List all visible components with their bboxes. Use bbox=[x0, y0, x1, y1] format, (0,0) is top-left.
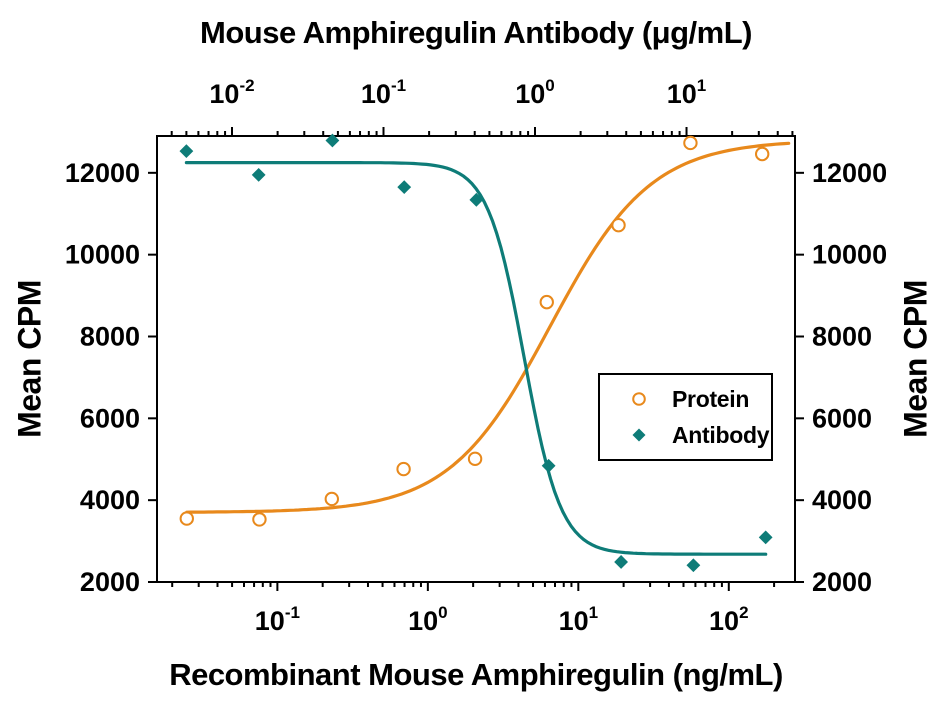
axis-tick-labels: 10-1 100 101 102 10-2 10-1 100 101 2000 2000 4000 4… bbox=[65, 76, 887, 636]
protein-data-point bbox=[179, 511, 194, 526]
right-tick-label: 12000 bbox=[812, 158, 887, 188]
top-tick-label: 101 bbox=[667, 76, 707, 109]
x-axis-title-bottom: Recombinant Mouse Amphiregulin (ng/mL) bbox=[169, 657, 783, 692]
left-tick-label: 6000 bbox=[80, 403, 140, 433]
top-tick-label: 10-2 bbox=[209, 76, 254, 109]
protein-data-point bbox=[611, 218, 626, 233]
protein-data-point bbox=[683, 135, 698, 151]
antibody-data-point bbox=[686, 558, 701, 573]
left-tick-label: 4000 bbox=[80, 485, 140, 515]
antibody-data-point bbox=[614, 555, 628, 569]
left-tick-label: 10000 bbox=[65, 240, 140, 270]
top-tick-label: 100 bbox=[515, 76, 555, 109]
legend-label-antibody: Antibody bbox=[672, 421, 770, 448]
left-tick-label: 8000 bbox=[80, 321, 140, 351]
legend-item-antibody: Antibody bbox=[600, 422, 771, 449]
legend-item-protein: Protein bbox=[600, 386, 771, 413]
antibody-data-point bbox=[251, 167, 266, 182]
data-point-markers bbox=[179, 133, 773, 573]
right-tick-label: 8000 bbox=[812, 321, 872, 351]
protein-data-point bbox=[324, 491, 340, 507]
antibody-data-point bbox=[325, 133, 340, 148]
right-tick-label: 6000 bbox=[812, 403, 872, 433]
right-tick-label: 4000 bbox=[812, 485, 872, 515]
antibody-fit-curve bbox=[184, 161, 768, 556]
chart-title-top: Mouse Amphiregulin Antibody (μg/mL) bbox=[200, 15, 752, 50]
right-tick-label: 10000 bbox=[812, 240, 887, 270]
left-tick-label: 2000 bbox=[80, 567, 140, 597]
bottom-tick-label: 101 bbox=[559, 603, 599, 636]
protein-data-point bbox=[754, 146, 770, 162]
protein-open-circle-icon bbox=[632, 392, 646, 406]
bottom-tick-label: 102 bbox=[709, 603, 749, 636]
legend-label-protein: Protein bbox=[672, 385, 750, 412]
protein-data-point bbox=[396, 461, 411, 477]
bottom-tick-label: 10-1 bbox=[255, 603, 300, 636]
left-tick-label: 12000 bbox=[65, 158, 140, 188]
bottom-tick-label: 100 bbox=[408, 603, 448, 636]
antibody-data-point bbox=[397, 180, 412, 195]
top-tick-label: 10-1 bbox=[361, 76, 406, 109]
fit-curves bbox=[184, 141, 791, 556]
antibody-diamond-icon bbox=[632, 428, 646, 442]
protein-fit-curve bbox=[185, 141, 791, 514]
right-tick-label: 2000 bbox=[812, 567, 872, 597]
y-axis-title-left: Mean CPM bbox=[11, 280, 48, 438]
antibody-data-point bbox=[179, 144, 194, 159]
y-axis-title-right: Mean CPM bbox=[897, 280, 934, 438]
antibody-data-point bbox=[469, 192, 484, 207]
antibody-data-point bbox=[541, 458, 556, 473]
plot-box bbox=[156, 135, 796, 583]
protein-data-point bbox=[252, 512, 267, 527]
protein-data-point bbox=[467, 451, 483, 467]
plot-border bbox=[156, 135, 796, 583]
protein-data-point bbox=[539, 294, 554, 310]
legend: Protein Antibody bbox=[598, 373, 773, 461]
antibody-data-point bbox=[758, 530, 773, 545]
